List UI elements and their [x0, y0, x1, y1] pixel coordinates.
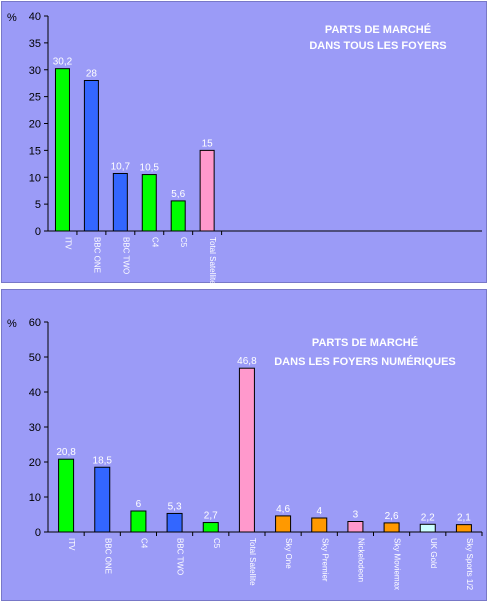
data-label: 5,3	[168, 501, 182, 512]
bar	[202, 522, 219, 533]
x-tick-label: UK Gold	[429, 538, 438, 568]
x-tick-label: ITV	[63, 237, 72, 250]
bar	[238, 367, 255, 533]
x-tick-label: C5	[179, 237, 188, 248]
chart-panel-all-homes: 0 5 10 15 20 25 30 35 40% PARTS DE MARCHÉ DANS TOU…	[1, 1, 487, 284]
x-tick-label: Total Satellite	[208, 237, 217, 284]
data-label: 2,1	[457, 513, 471, 524]
x-tick-label: Sky One	[284, 538, 293, 569]
data-label: 15	[202, 138, 214, 149]
chart-digital-homes: 0 10 20 30 40 50 60% PARTS DE MARCHÉ DANS LES FO…	[7, 317, 483, 591]
data-label: 46,8	[237, 356, 257, 367]
x-tick-label: Sky Sports 1/2	[465, 538, 474, 591]
data-label: 4	[316, 506, 322, 517]
bar	[199, 149, 215, 232]
bar	[130, 510, 147, 533]
bar	[455, 524, 472, 533]
bar	[383, 522, 400, 533]
data-label: 6	[136, 499, 142, 510]
bar	[419, 523, 436, 533]
data-label: 10,7	[111, 161, 131, 172]
chart-title: PARTS DE MARCHÉ	[325, 23, 431, 36]
data-label: 4,6	[276, 504, 290, 515]
x-tick-label: BBC ONE	[92, 237, 101, 273]
y-tick-label: 10	[29, 172, 41, 184]
x-tick-label: BBC ONE	[103, 538, 112, 574]
y-tick-label: 25	[29, 92, 41, 104]
bar	[83, 80, 99, 232]
data-label: 2,2	[421, 512, 435, 523]
data-label: 10,5	[140, 163, 160, 174]
data-label: 3	[353, 510, 359, 521]
y-tick-label: 40	[29, 387, 41, 399]
y-tick-label: 10	[29, 492, 41, 504]
y-tick-label: 20	[29, 119, 41, 131]
y-tick-label: 15	[29, 145, 41, 157]
chart-title: PARTS DE MARCHÉ	[312, 336, 418, 349]
data-label: 2,7	[204, 511, 218, 522]
x-tick-label: C4	[150, 237, 159, 248]
bar	[166, 512, 183, 533]
chart-subtitle: DANS TOUS LES FOYERS	[309, 40, 446, 52]
data-label: 20,8	[56, 447, 76, 458]
bar	[311, 517, 328, 533]
x-tick-label: C5	[212, 538, 221, 549]
y-tick-label: 50	[29, 352, 41, 364]
chart-subtitle: DANS LES FOYERS NUMÉRIQUES	[274, 355, 456, 368]
bar	[141, 174, 157, 232]
bar	[275, 515, 292, 533]
y-tick-label: 30	[29, 422, 41, 434]
bar	[170, 200, 186, 232]
y-tick-label: 60	[29, 317, 41, 329]
y-axis-label: %	[7, 12, 17, 24]
data-label: 5,6	[171, 189, 185, 200]
chart-panel-digital-homes: 0 10 20 30 40 50 60% PARTS DE MARCHÉ DANS LES FO…	[1, 289, 487, 601]
bar	[54, 68, 70, 232]
y-tick-label: 30	[29, 65, 41, 77]
data-label: 18,5	[93, 455, 113, 466]
y-tick-label: 0	[35, 226, 41, 238]
x-tick-label: Nickelodeon	[356, 538, 365, 582]
chart-all-homes: 0 5 10 15 20 25 30 35 40% PARTS DE MARCHÉ DANS TOU…	[7, 11, 482, 284]
data-label: 2,6	[385, 511, 399, 522]
x-tick-label: Sky Premier	[320, 538, 329, 582]
x-tick-label: ITV	[67, 538, 76, 551]
bar	[94, 466, 111, 533]
x-tick-label: BBC TWO	[121, 237, 130, 274]
data-label: 28	[86, 69, 98, 80]
x-tick-label: C4	[139, 538, 148, 549]
x-tick-label: Sky Moviemax	[393, 538, 402, 590]
y-tick-label: 5	[35, 199, 41, 211]
y-tick-label: 0	[35, 527, 41, 539]
y-axis-label: %	[7, 318, 17, 330]
y-tick-label: 40	[29, 11, 41, 23]
y-tick-label: 35	[29, 38, 41, 50]
x-tick-label: Total Satellite	[248, 538, 257, 586]
data-label: 30,2	[53, 57, 73, 68]
x-tick-label: BBC TWO	[176, 538, 185, 575]
y-tick-label: 20	[29, 457, 41, 469]
bar	[112, 172, 128, 232]
bar	[347, 521, 364, 533]
bar	[58, 458, 75, 533]
